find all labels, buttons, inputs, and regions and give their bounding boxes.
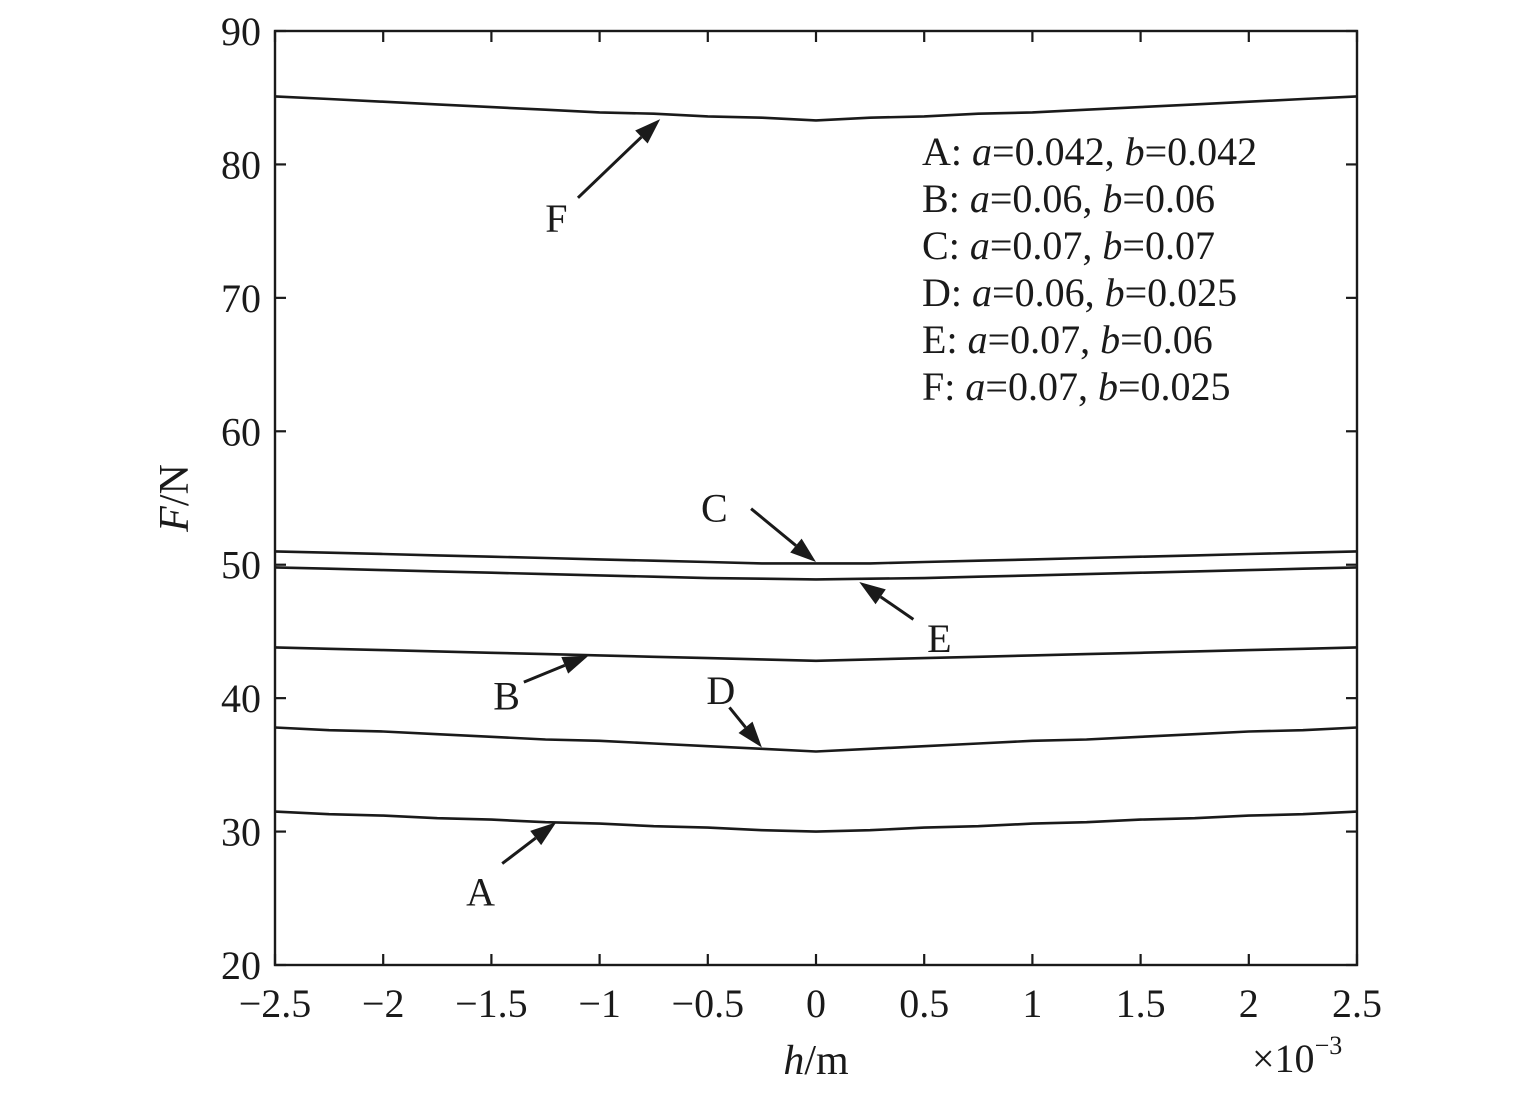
- legend-a-symbol: a: [968, 317, 988, 362]
- legend-a-symbol: a: [970, 223, 990, 268]
- x-axis-multiplier-base: ×10: [1252, 1036, 1315, 1081]
- legend-entry-d: D: a=0.06, b=0.025: [922, 270, 1237, 315]
- legend-letter: D: [922, 270, 951, 315]
- x-tick-label: 0: [806, 981, 826, 1026]
- x-axis-variable: h: [783, 1038, 804, 1084]
- legend-a-value: 0.042: [1015, 129, 1105, 174]
- legend-a-symbol: a: [972, 270, 992, 315]
- legend-entry-e: E: a=0.07, b=0.06: [922, 317, 1213, 362]
- legend-entry-f: F: a=0.07, b=0.025: [922, 364, 1231, 409]
- arrow-shaft: [501, 836, 537, 865]
- x-tick-label: −0.5: [672, 981, 745, 1026]
- legend-b-value: 0.025: [1147, 270, 1237, 315]
- annotation-d: D: [706, 668, 762, 748]
- x-tick-label: 1: [1022, 981, 1042, 1026]
- legend-b-symbol: b: [1100, 317, 1120, 362]
- curve-label-e: E: [927, 616, 951, 661]
- legend-a-value: 0.06: [1012, 176, 1082, 221]
- annotation-f: F: [545, 119, 661, 241]
- y-tick-label: 90: [221, 9, 261, 54]
- legend-letter: E: [922, 317, 946, 362]
- arrow-shaft: [576, 135, 643, 199]
- legend-letter: A: [922, 129, 951, 174]
- x-tick-label: 1.5: [1116, 981, 1166, 1026]
- curve-label-b: B: [493, 673, 520, 718]
- legend-entry-b: B: a=0.06, b=0.06: [922, 176, 1215, 221]
- y-tick-label: 60: [221, 409, 261, 454]
- legend-b-value: 0.025: [1141, 364, 1231, 409]
- arrow-head: [530, 822, 557, 846]
- curve-label-d: D: [706, 668, 735, 713]
- arrow-head: [635, 119, 661, 144]
- arrow-head: [738, 721, 762, 748]
- ticks-group: −2.5 −2 −1.5 −1 −0.5 0 0.5 1 1.5 2 2.5 20 30 40 50 60 70…: [221, 9, 1382, 1026]
- x-tick-label: −1: [578, 981, 621, 1026]
- series-line-e: [274, 566, 1358, 581]
- arrow-shaft: [728, 706, 747, 729]
- x-axis-multiplier-exponent: −3: [1315, 1031, 1343, 1060]
- annotation-a: A: [466, 822, 557, 915]
- legend-b-symbol: b: [1105, 270, 1125, 315]
- x-tick-label: −2.5: [239, 981, 312, 1026]
- series-line-d: [274, 726, 1358, 753]
- arrow-shaft: [523, 663, 566, 684]
- legend-a-value: 0.06: [1015, 270, 1085, 315]
- annotation-b: B: [493, 655, 589, 718]
- legend-a-symbol: a: [965, 364, 985, 409]
- series-line-c: [274, 550, 1358, 565]
- annotation-e: E: [859, 582, 952, 661]
- y-tick-label: 20: [221, 943, 261, 988]
- legend-a-value: 0.07: [1008, 364, 1078, 409]
- x-tick-label: −2: [362, 981, 405, 1026]
- legend-b-value: 0.07: [1145, 223, 1215, 268]
- y-tick-label: 80: [221, 142, 261, 187]
- arrow-head: [790, 538, 816, 563]
- legend-letter: C: [922, 223, 949, 268]
- x-tick-label: 2.5: [1332, 981, 1382, 1026]
- legend-a-value: 0.07: [1012, 223, 1082, 268]
- legend-b-symbol: b: [1125, 129, 1145, 174]
- legend-b-symbol: b: [1102, 176, 1122, 221]
- y-tick-label: 70: [221, 276, 261, 321]
- x-tick-label: 0.5: [899, 981, 949, 1026]
- legend-a-value: 0.07: [1010, 317, 1080, 362]
- x-tick-label: −1.5: [455, 981, 528, 1026]
- series-group: [274, 95, 1358, 833]
- y-tick-label: 50: [221, 543, 261, 588]
- y-axis-label: F/N: [152, 464, 198, 533]
- x-axis-label: h/m: [783, 1038, 849, 1084]
- y-tick-label: 30: [221, 810, 261, 855]
- legend-b-value: 0.06: [1145, 176, 1215, 221]
- legend-b-value: 0.06: [1143, 317, 1213, 362]
- curve-label-f: F: [545, 196, 567, 241]
- legend-b-symbol: b: [1102, 223, 1122, 268]
- x-axis-unit: /m: [804, 1038, 849, 1084]
- y-axis-variable: F: [152, 506, 198, 533]
- arrow-shaft: [879, 595, 915, 621]
- legend-entry-a: A: a=0.042, b=0.042: [922, 129, 1257, 174]
- y-axis-unit: /N: [152, 464, 198, 506]
- legend-b-symbol: b: [1098, 364, 1118, 409]
- legend-letter: B: [922, 176, 949, 221]
- arrow-shaft: [750, 507, 797, 547]
- curve-label-c: C: [701, 485, 728, 530]
- arrow-head: [561, 655, 589, 674]
- series-line-f: [274, 95, 1358, 122]
- legend-b-value: 0.042: [1167, 129, 1257, 174]
- legend-a-symbol: a: [972, 129, 992, 174]
- curve-label-a: A: [466, 870, 495, 915]
- legend-a-symbol: a: [970, 176, 990, 221]
- annotation-c: C: [701, 485, 816, 563]
- legend-entry-c: C: a=0.07, b=0.07: [922, 223, 1215, 268]
- series-line-b: [274, 646, 1358, 663]
- y-tick-label: 40: [221, 676, 261, 721]
- x-tick-label: 2: [1239, 981, 1259, 1026]
- series-line-a: [274, 810, 1358, 833]
- x-axis-multiplier: ×10−3: [1252, 1031, 1342, 1081]
- legend-letter: F: [922, 364, 944, 409]
- arrow-head: [859, 582, 886, 605]
